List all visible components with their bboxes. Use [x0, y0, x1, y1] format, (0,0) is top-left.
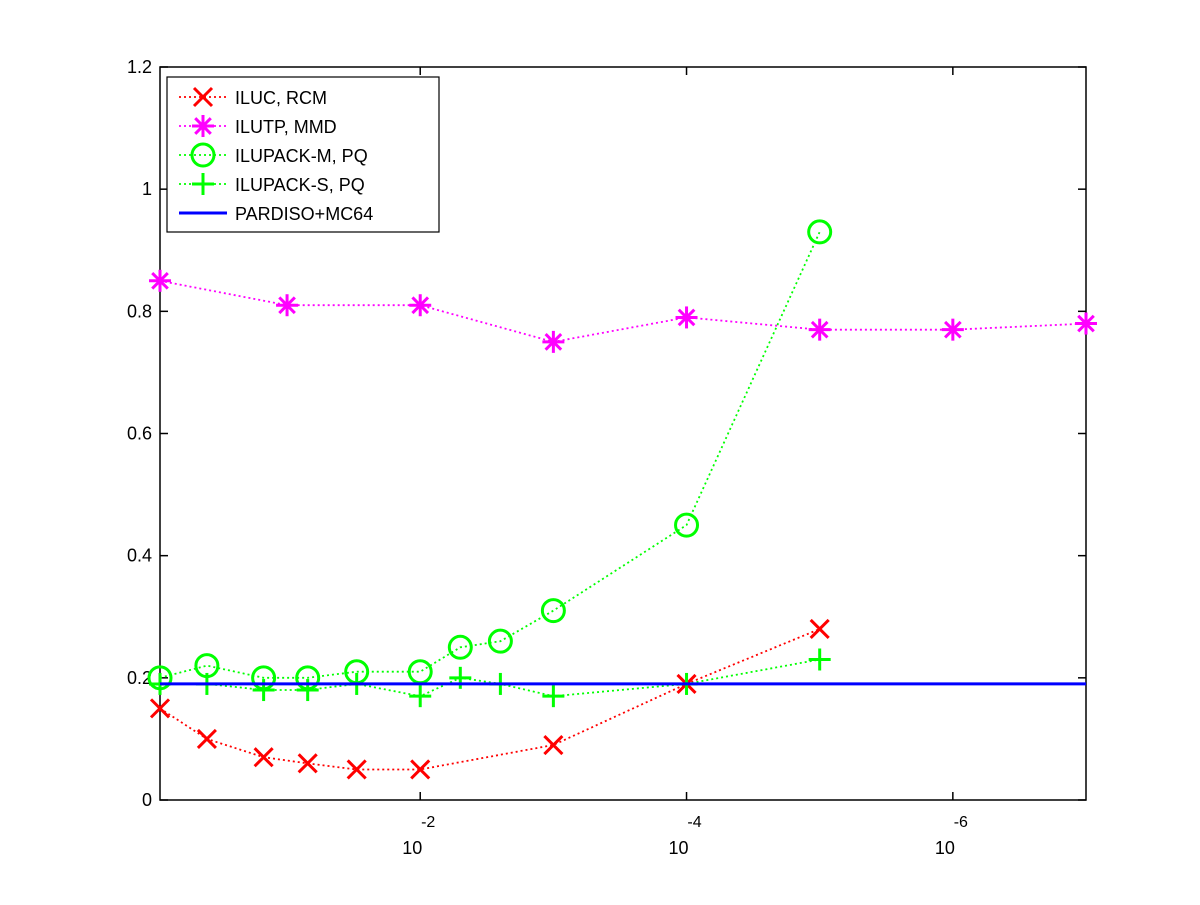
x-tick-base: 10 — [402, 838, 422, 858]
x-marker — [410, 759, 431, 780]
asterisk-marker — [944, 320, 962, 339]
circle-marker — [674, 512, 700, 538]
x-marker — [297, 753, 318, 774]
circle-marker — [540, 598, 566, 624]
series-line — [160, 658, 820, 698]
x-marker — [543, 734, 564, 756]
x-marker — [149, 698, 171, 719]
series-ilutp-mmd — [149, 269, 1097, 353]
legend-label: PARDISO+MC64 — [235, 204, 373, 224]
legend-label: ILUC, RCM — [235, 88, 327, 108]
asterisk-marker — [151, 271, 169, 290]
asterisk-marker — [278, 296, 296, 315]
asterisk-marker — [411, 296, 430, 315]
circle-marker — [807, 219, 833, 245]
legend-label: ILUTP, MMD — [235, 117, 337, 137]
legend-box — [166, 76, 440, 233]
series-iluc-rcm — [149, 618, 830, 780]
axis-ticks: 0 0.2 0.4 0.6 0.8 1 1.2 -2 10 -4 10 -6 10 — [127, 57, 1086, 858]
circle-marker — [190, 142, 216, 168]
legend-label: ILUPACK-S, PQ — [235, 175, 365, 195]
y-tick-label: 0.2 — [127, 668, 152, 688]
asterisk-marker — [677, 308, 696, 327]
x-tick-base: 10 — [935, 838, 955, 858]
legend-label: ILUPACK-M, PQ — [235, 146, 368, 166]
asterisk-marker — [810, 320, 829, 339]
circle-marker — [447, 634, 473, 660]
y-tick-label: 0 — [142, 790, 152, 810]
series-line — [159, 628, 821, 771]
asterisk-marker — [1077, 314, 1095, 333]
x-tick-base: 10 — [669, 838, 689, 858]
x-marker — [192, 86, 214, 108]
asterisk-marker — [194, 117, 212, 135]
y-tick-label: 1.2 — [127, 57, 152, 77]
y-tick-label: 0.4 — [127, 546, 152, 566]
x-marker — [346, 759, 367, 780]
x-tick-exponent: -4 — [687, 814, 701, 831]
y-tick-label: 0.6 — [127, 424, 152, 444]
asterisk-marker — [544, 333, 563, 351]
series-layer — [147, 219, 1097, 780]
legend: ILUC, RCM ILUTP, MMD ILUPACK-M, PQ ILUPACK-… — [166, 76, 440, 233]
series-line — [159, 279, 1087, 343]
y-tick-label: 1 — [142, 179, 152, 199]
x-marker — [196, 728, 217, 749]
y-tick-label: 0.8 — [127, 301, 152, 321]
circle-marker — [487, 628, 513, 654]
x-marker — [809, 618, 830, 640]
x-tick-exponent: -6 — [954, 814, 968, 831]
x-marker — [253, 747, 274, 768]
x-tick-exponent: -2 — [421, 814, 435, 831]
